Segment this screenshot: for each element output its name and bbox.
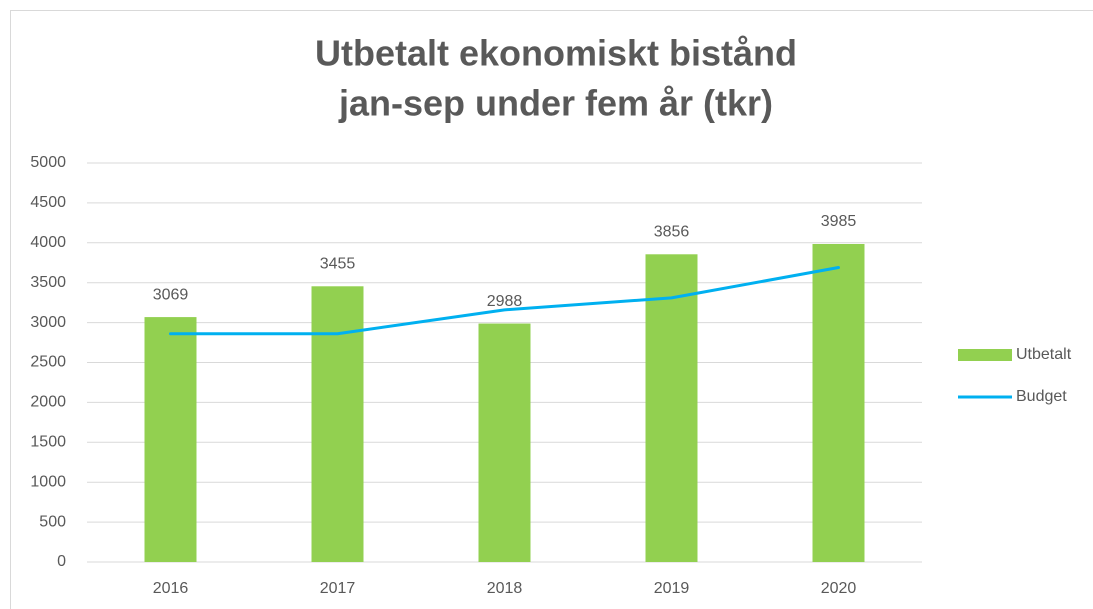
y-tick-label: 1500 (30, 434, 66, 451)
bar (311, 286, 364, 562)
y-tick-label: 3000 (30, 314, 66, 331)
y-tick-label: 0 (57, 553, 66, 570)
y-tick-label: 3500 (30, 274, 66, 291)
y-tick-label: 5000 (30, 154, 66, 171)
x-tick-label: 2018 (487, 580, 523, 597)
y-tick-label: 2500 (30, 354, 66, 371)
bar (645, 254, 698, 562)
data-label: 3069 (153, 286, 189, 303)
bar (812, 243, 865, 562)
data-label: 3455 (320, 256, 356, 273)
x-tick-label: 2016 (153, 580, 189, 597)
y-tick-label: 1000 (30, 473, 66, 490)
y-tick-label: 4000 (30, 234, 66, 251)
data-label: 3856 (654, 224, 690, 241)
data-label: 2988 (487, 293, 523, 310)
y-tick-label: 2000 (30, 394, 66, 411)
legend-label: Utbetalt (1016, 346, 1072, 363)
legend-swatch (958, 349, 1012, 361)
bar (144, 317, 197, 562)
x-tick-label: 2017 (320, 580, 356, 597)
y-tick-label: 500 (39, 513, 66, 530)
x-tick-label: 2019 (654, 580, 690, 597)
legend-label: Budget (1016, 388, 1067, 405)
chart-title: jan-sep under fem år (tkr) (338, 83, 773, 124)
bar (478, 323, 531, 562)
chart-title: Utbetalt ekonomiskt bistånd (315, 33, 797, 74)
y-tick-label: 4500 (30, 194, 66, 211)
x-tick-label: 2020 (821, 580, 857, 597)
data-label: 3985 (821, 213, 857, 230)
line (169, 266, 840, 336)
